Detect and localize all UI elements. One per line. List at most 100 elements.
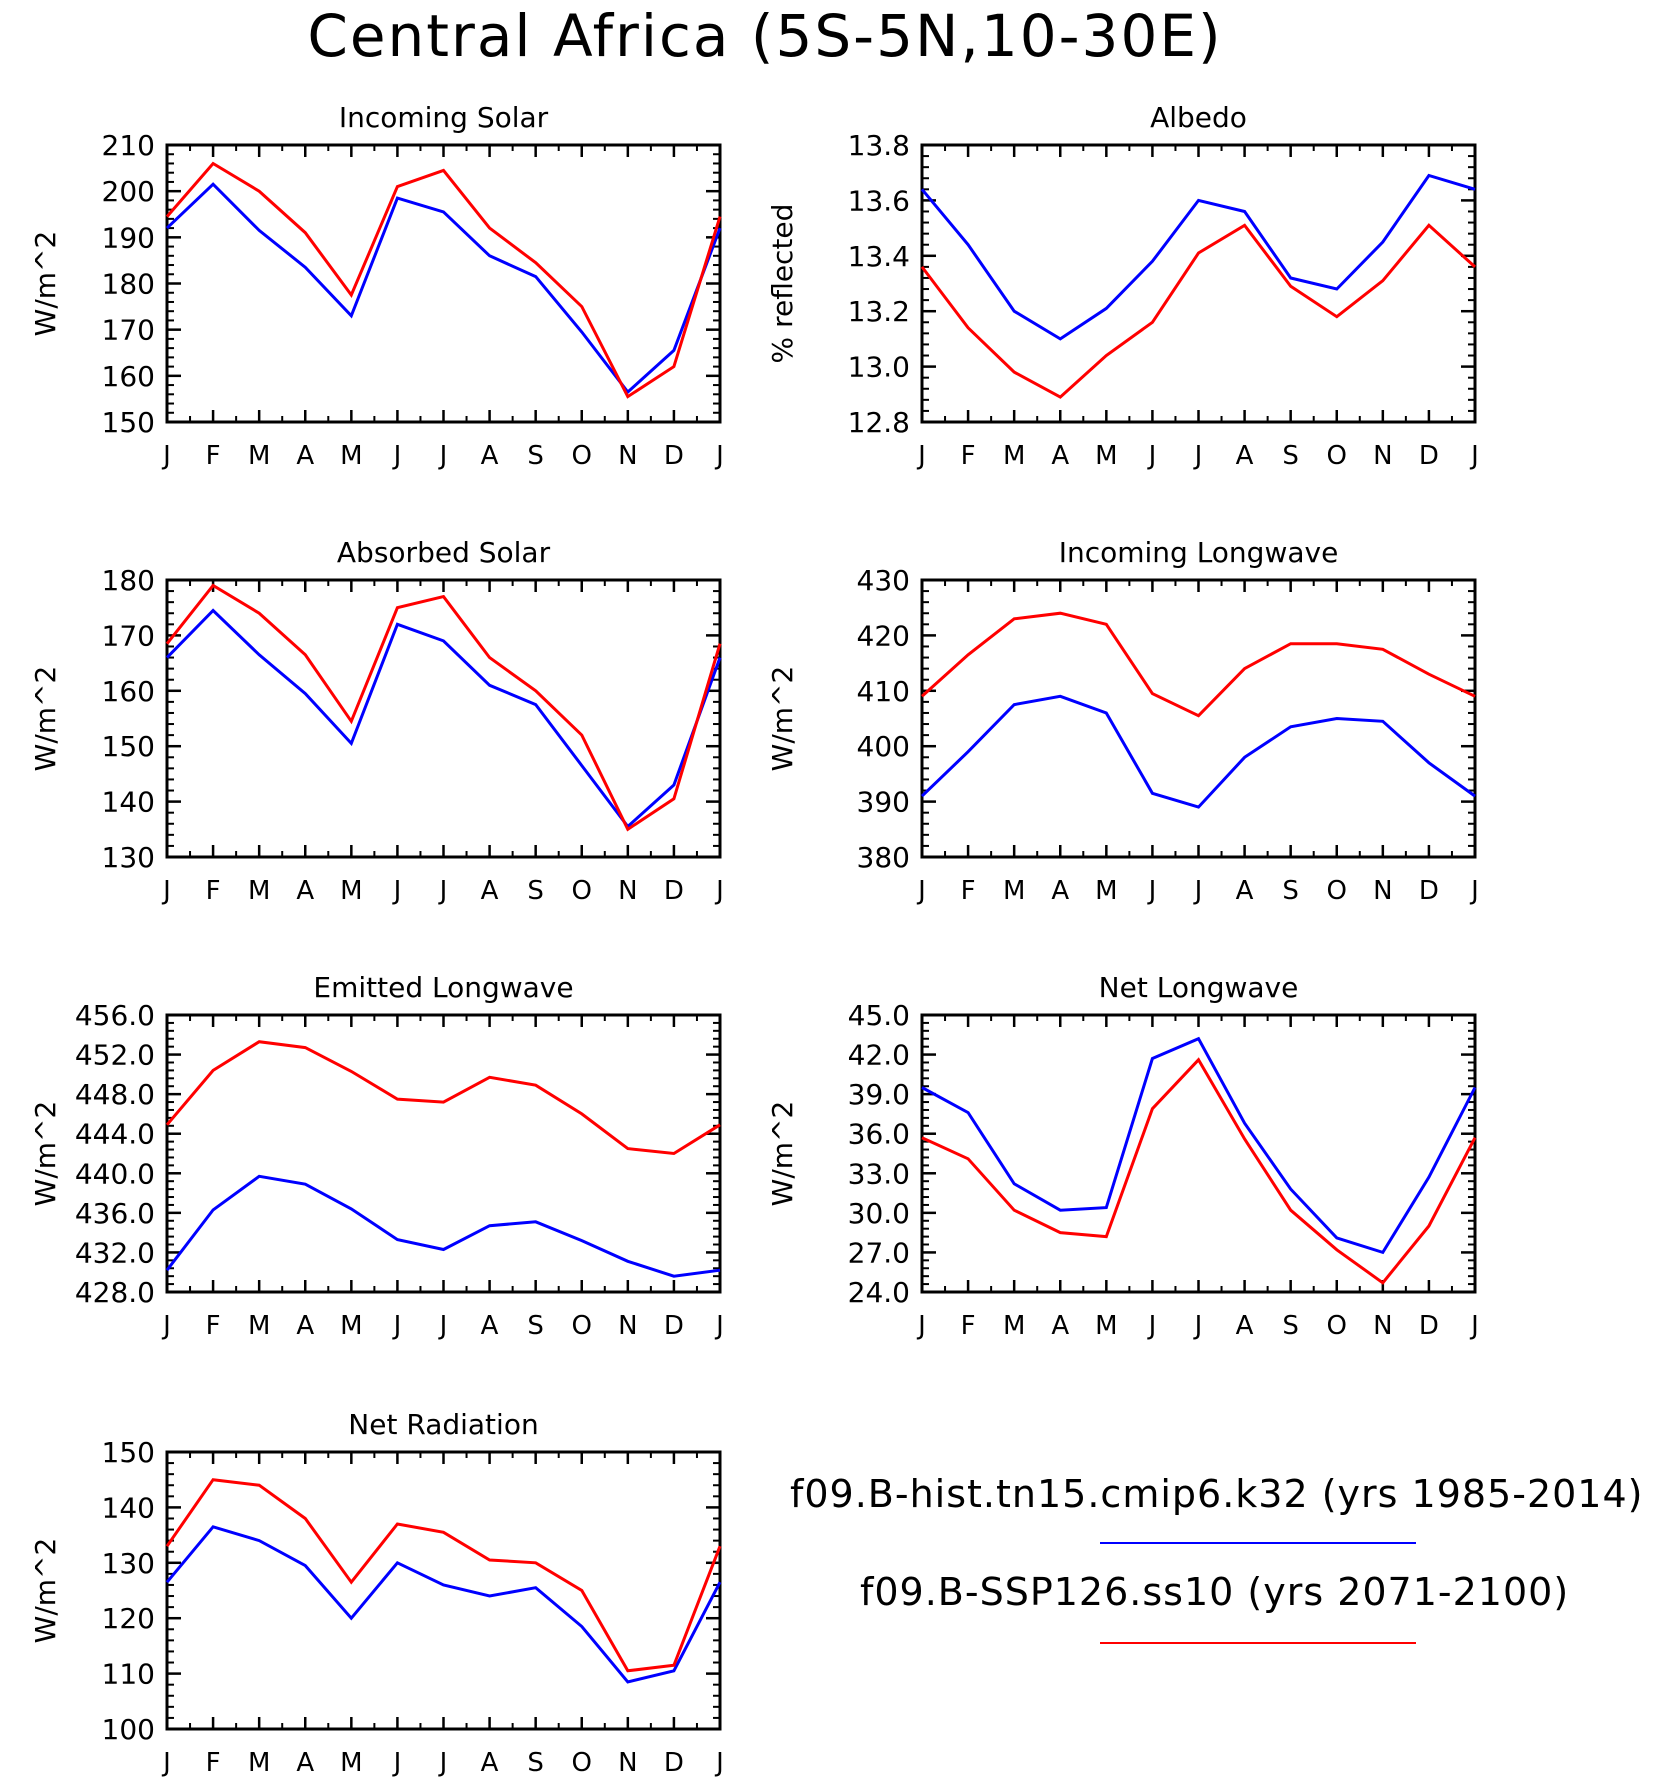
incoming-longwave-panel-ytick-label: 380 [857,841,910,874]
emitted-longwave-panel-ytick-label: 436.0 [75,1197,155,1230]
absorbed-solar-panel-xtick-label: S [527,876,544,906]
net-radiation-panel-line-hist [165,1525,722,1684]
net-longwave-panel-xtick-label: S [1282,1311,1299,1341]
net-radiation-panel-xtick-label: N [618,1748,637,1778]
albedo-panel-xtick-label: J [916,441,926,471]
incoming-longwave-panel-xtick-label: A [1236,876,1254,906]
incoming-solar-panel-line-ssp [165,161,722,399]
absorbed-solar-panel-title: Absorbed Solar [337,536,551,569]
incoming-longwave-panel-ytick-label: 400 [857,730,910,763]
emitted-longwave-panel-xtick-label: O [572,1311,592,1341]
net-radiation-panel-line-ssp [165,1478,722,1673]
absorbed-solar-panel-ytick-label: 170 [102,619,155,652]
absorbed-solar-panel-ylabel: W/m^2 [29,666,62,772]
absorbed-solar-panel-frame [165,578,722,859]
incoming-longwave-panel-ylabel: W/m^2 [766,666,799,772]
net-radiation-panel-xtick-label: F [206,1748,221,1778]
net-radiation-panel-xtick-label: A [481,1748,499,1778]
incoming-longwave-panel-xtick-label: M [1003,876,1025,906]
albedo-panel-xtick-label: O [1327,441,1347,471]
incoming-solar-panel-title: Incoming Solar [339,101,549,134]
incoming-solar-panel-xtick-label: J [161,441,171,471]
incoming-longwave-panel-frame [920,578,1477,859]
net-longwave-panel-xtick-label: A [1051,1311,1069,1341]
incoming-solar-panel-xtick-label: S [527,441,544,471]
incoming-longwave-panel-line-hist [920,694,1476,809]
net-radiation-panel-ytick-label: 140 [102,1491,155,1524]
net-longwave-panel-xtick-label: M [1095,1311,1117,1341]
net-longwave-panel-xtick-label: A [1236,1311,1254,1341]
net-radiation-panel-ytick-label: 100 [102,1713,155,1746]
incoming-solar-panel-xtick-label: A [296,441,314,471]
albedo-panel: J F M A M J J A S O N D J12.813.013.213.413.613.8Alb… [766,101,1479,471]
emitted-longwave-panel-title: Emitted Longwave [313,971,573,1004]
incoming-solar-panel-ytick-label: 210 [102,129,155,162]
incoming-longwave-panel: J F M A M J J A S O N D J380390400410420430Incoming … [766,536,1479,906]
net-longwave-panel-title: Net Longwave [1099,971,1299,1004]
incoming-solar-panel: J F M A M J J A S O N D J150160170180190200210Incomi… [29,101,724,471]
absorbed-solar-panel-ytick-label: 150 [102,730,155,763]
incoming-solar-panel-ytick-label: 160 [102,360,155,393]
net-longwave-panel-xtick-label: J [1193,1311,1203,1341]
net-radiation-panel-xtick-label: J [438,1748,448,1778]
emitted-longwave-panel-ytick-label: 456.0 [75,999,155,1032]
incoming-longwave-panel-ytick-label: 390 [857,786,910,819]
absorbed-solar-panel-xtick-label: J [392,876,402,906]
incoming-solar-panel-xtick-label: M [340,441,362,471]
emitted-longwave-panel-ytick-label: 428.0 [75,1276,155,1309]
absorbed-solar-panel-xtick-label: J [714,876,724,906]
incoming-longwave-panel-ytick-label: 410 [857,675,910,708]
net-longwave-panel-ytick-label: 30.0 [848,1197,910,1230]
incoming-longwave-panel-xtick-label: S [1282,876,1299,906]
incoming-solar-panel-ytick-label: 180 [102,268,155,301]
incoming-solar-panel-xtick-label: A [481,441,499,471]
net-longwave-panel-xtick-label: J [1147,1311,1157,1341]
emitted-longwave-panel-xtick-label: S [527,1311,544,1341]
emitted-longwave-panel: J F M A M J J A S O N D J428.0432.0436.0440.0444.044… [29,971,724,1341]
figure-title: Central Africa (5S-5N,10-30E) [307,2,1223,70]
incoming-longwave-panel-xtick-label: A [1051,876,1069,906]
albedo-panel-xtick-label: M [1095,441,1117,471]
albedo-panel-xtick-label: J [1147,441,1157,471]
net-radiation-panel-frame [165,1450,722,1731]
albedo-panel-ytick-label: 12.8 [848,406,910,439]
emitted-longwave-panel-xtick-label: J [714,1311,724,1341]
incoming-longwave-panel-line-ssp [920,611,1476,718]
absorbed-solar-panel-xtick-label: J [438,876,448,906]
net-radiation-panel-ylabel: W/m^2 [29,1538,62,1644]
net-radiation-panel-xtick-label: M [340,1748,362,1778]
absorbed-solar-panel-xtick-label: A [296,876,314,906]
albedo-panel-xtick-label: A [1236,441,1254,471]
net-longwave-panel-line-hist [921,1036,1477,1255]
incoming-longwave-panel-ytick-label: 420 [857,619,910,652]
net-longwave-panel-ylabel: W/m^2 [766,1101,799,1207]
net-longwave-panel-ytick-label: 45.0 [848,999,910,1032]
incoming-longwave-panel-xtick-label: J [1193,876,1203,906]
incoming-solar-panel-ytick-label: 200 [102,175,155,208]
net-longwave-panel-ytick-label: 42.0 [848,1039,910,1072]
emitted-longwave-panel-ytick-label: 448.0 [75,1078,155,1111]
incoming-solar-panel-xtick-label: J [714,441,724,471]
absorbed-solar-panel-line-ssp [165,583,722,832]
albedo-panel-xtick-label: M [1003,441,1025,471]
emitted-longwave-panel-xtick-label: J [161,1311,171,1341]
emitted-longwave-panel-xtick-label: M [340,1311,362,1341]
net-longwave-panel: J F M A M J J A S O N D J24.027.030.033.036.039.042.… [766,971,1479,1341]
absorbed-solar-panel-line-hist [165,608,722,829]
net-radiation-panel-ytick-label: 110 [102,1658,155,1691]
net-radiation-panel-xtick-label: J [161,1748,171,1778]
emitted-longwave-panel-ytick-label: 444.0 [75,1118,155,1151]
net-longwave-panel-frame [920,1013,1477,1294]
incoming-solar-panel-ytick-label: 150 [102,406,155,439]
emitted-longwave-panel-ytick-label: 440.0 [75,1157,155,1190]
incoming-longwave-panel-xtick-label: O [1327,876,1347,906]
albedo-panel-line-hist [920,173,1476,341]
net-radiation-panel-xtick-label: O [572,1748,592,1778]
emitted-longwave-panel-xtick-label: M [248,1311,270,1341]
net-radiation-panel-title: Net Radiation [348,1408,538,1441]
absorbed-solar-panel-ytick-label: 160 [102,675,155,708]
incoming-solar-panel-xtick-label: F [206,441,221,471]
incoming-longwave-panel-title: Incoming Longwave [1059,536,1339,569]
absorbed-solar-panel-ytick-label: 180 [102,564,155,597]
